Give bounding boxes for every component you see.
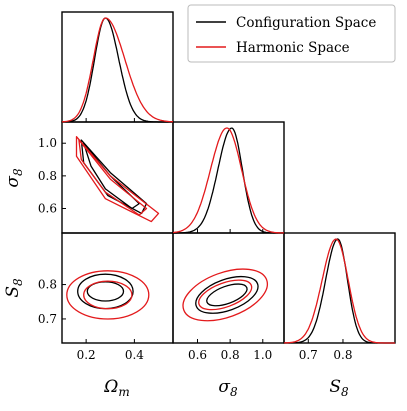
y-tick-label-2-1: 0.8 [38,278,57,292]
legend: Configuration Space Harmonic Space [187,4,396,63]
curves-layer [62,17,395,344]
contour-s8_S8-inner-0 [206,283,248,307]
legend-label-configuration: Configuration Space [236,15,376,31]
legend-label-harmonic: Harmonic Space [236,40,350,56]
x-tick-label-0-1: 0.4 [125,348,144,362]
y-axis-label-sigma8: σ8 [3,168,25,188]
contour-om-sigma8-outer-1 [75,136,160,223]
x-tick-label-0-0: 0.2 [77,348,96,362]
ticks-layer: 0.2 0.4 0.6 0.8 1.0 0.7 0.8 0.6 0.8 1.0 0.7 0.8 [38,118,353,362]
marginal-0-0 [62,17,173,123]
x-axis-label-sigma8: σ8 [218,377,238,399]
panel-S8-marginal [283,232,396,344]
marginal-1-0 [62,17,174,123]
legend-box [187,4,396,63]
x-axis-label-S8: S8 [329,377,349,399]
marginal-1-2 [284,238,395,344]
y-tick-label-1-2: 1.0 [38,136,57,150]
y-axis-label-S8: S8 [3,278,25,298]
x-tick-label-1-1: 0.8 [221,348,240,362]
contour-om_S8-outer-0 [77,273,134,310]
y-tick-label-1-1: 0.8 [38,169,57,183]
marginal-1-1 [173,127,284,234]
x-tick-label-2-0: 0.7 [299,348,318,362]
panel-omega-m-marginal [61,11,174,123]
x-axis-label-omega-m: Ωm [103,377,130,399]
contour-s8_S8-inner-1 [198,279,253,311]
x-tick-label-2-1: 0.8 [333,348,352,362]
y-tick-label-2-0: 0.7 [38,312,57,326]
y-tick-label-1-0: 0.6 [38,202,57,216]
contour-om_S8-inner-1 [83,280,133,310]
contour-om_S8-outer-1 [66,270,150,320]
panel-sigma8-marginal [172,121,285,234]
marginal-0-2 [284,238,395,344]
x-tick-label-1-2: 1.0 [253,348,272,362]
contour-s8_S8-outer-1 [182,268,268,322]
contour-s8_S8-outer-0 [195,275,259,314]
x-tick-label-1-0: 0.6 [188,348,207,362]
marginal-0-1 [173,127,284,234]
